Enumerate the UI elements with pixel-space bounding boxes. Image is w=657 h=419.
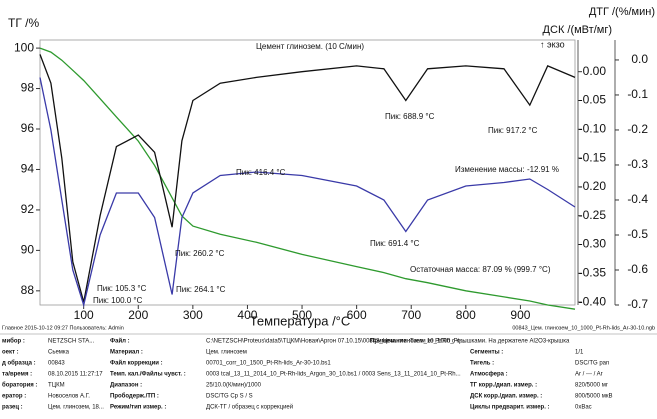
- x-tick-label: 700: [401, 308, 421, 322]
- y2-tick-label: -0.35: [579, 265, 607, 279]
- table-label: Прободерж./ТП :: [110, 393, 159, 400]
- y-tick-label: 96: [21, 121, 35, 135]
- x-tick-label: 800: [456, 308, 476, 322]
- annotation: Пик: 105.3 °C: [97, 284, 147, 293]
- table-label: Темп. кал./Файлы чувст. :: [110, 371, 186, 378]
- y2-tick-label: -0.10: [579, 121, 607, 135]
- table-label: мибор :: [2, 338, 25, 345]
- x-tick-label: 400: [237, 308, 257, 322]
- x-axis-title: Температура /°C: [250, 313, 351, 328]
- series-line: [39, 54, 576, 303]
- table-value: DSC/TG pan: [575, 361, 609, 367]
- table-label: ТГ корр./диап. измер. :: [470, 383, 537, 389]
- table-label: ДСК корр./диап. измер. :: [470, 394, 542, 400]
- x-tick-label: 500: [292, 308, 312, 322]
- annotation: Пик: 688.9 °C: [385, 112, 435, 121]
- table-value: 1/1: [575, 350, 584, 356]
- table-label: ератор :: [2, 394, 26, 400]
- y-tick-label: 100: [14, 40, 34, 54]
- table-value: 25/10.0(К/мин)/1000: [206, 383, 262, 389]
- y3-tick-label: -0.1: [627, 87, 648, 101]
- y3-tick-label: -0.7: [627, 297, 648, 311]
- table-value: 0xBac: [575, 405, 592, 411]
- table-label: Тигель :: [470, 361, 494, 367]
- series-line: [39, 47, 576, 310]
- table-value: Новоселов А.Г.: [48, 394, 90, 400]
- table-value: ТЦКМ: [48, 383, 65, 389]
- y-axis-title: ТГ /%: [8, 16, 39, 30]
- y3-axis-title: ДТГ /(%/мин): [589, 6, 655, 18]
- annotation: Остаточная масса: 87.09 % (999.7 °C): [410, 265, 551, 274]
- table-label: та/время :: [2, 372, 32, 378]
- x-tick-label: 200: [128, 308, 148, 322]
- x-tick-label: 100: [74, 308, 94, 322]
- table-label: Режим/тип измер. :: [110, 405, 166, 411]
- table-label: Циклы предварит. измер. :: [470, 405, 550, 411]
- annotation: Изменение массы: -12.91 %: [455, 165, 559, 174]
- table-value: 800/5000 мкВ: [575, 394, 612, 400]
- table-value: DSC/TG Cp S / S: [206, 394, 253, 400]
- table-label: Файл :: [110, 338, 130, 345]
- x-tick-label: 600: [347, 308, 367, 322]
- y-tick-label: 92: [21, 202, 35, 216]
- exo-label: ↑ экзо: [540, 39, 565, 49]
- status-left: Главное 2015-10-12 09:27 Пользователь: A…: [2, 325, 124, 331]
- status-right: 00843_Цем. глинозем_10_1000_Pt-Rh-lids_A…: [512, 325, 655, 331]
- y3-tick-label: -0.6: [627, 262, 648, 276]
- annotation: Пик: 264.1 °C: [176, 285, 226, 294]
- table-label: Сегменты :: [470, 350, 503, 356]
- table-label: д образца :: [2, 360, 36, 367]
- y3-tick-label: 0.0: [631, 52, 648, 66]
- series-line: [39, 77, 576, 308]
- y2-tick-label: -0.25: [579, 208, 607, 222]
- table-label: разец :: [2, 405, 23, 411]
- annotation: Пик: 917.2 °C: [488, 126, 538, 135]
- table-label: Материал :: [110, 350, 143, 356]
- table-value: 0003 tcal_13_11_2014_10_Pt-Rh-lids_Argon…: [206, 372, 461, 378]
- table-label: Примечание :: [370, 339, 410, 345]
- y3-tick-label: -0.4: [627, 192, 648, 206]
- y2-tick-label: 0.00: [583, 64, 607, 78]
- table-label: оект :: [2, 350, 19, 356]
- y2-tick-label: -0.15: [579, 150, 607, 164]
- table-label: Файл коррекции :: [110, 360, 163, 367]
- y-tick-label: 94: [21, 162, 35, 176]
- y-tick-label: 98: [21, 81, 35, 95]
- table-value: ДСК-ТГ / образец с коррекцией: [206, 404, 293, 411]
- table-value: Ar / --- / Ar: [575, 372, 603, 378]
- y2-tick-label: -0.05: [579, 93, 607, 107]
- annotation: Пик: 260.2 °C: [175, 249, 225, 258]
- annotation: Пик: 691.4 °C: [370, 239, 420, 248]
- table-value: C:\NETZSCH\Proteus\data5\ТЦКМ\Новая\Арго…: [206, 339, 467, 345]
- y2-axis-title: ДСК /(мВт/мг): [543, 24, 612, 36]
- y3-tick-label: -0.3: [627, 157, 648, 171]
- y2-tick-label: -0.40: [579, 294, 607, 308]
- x-tick-label: 900: [510, 308, 530, 322]
- y2-tick-label: -0.20: [579, 179, 607, 193]
- chart-title: Цемент глинозем. (10 С/мин): [256, 42, 364, 51]
- y2-tick-label: -0.30: [579, 237, 607, 251]
- y3-tick-label: -0.5: [627, 227, 648, 241]
- table-value: Сьемка: [48, 350, 70, 356]
- table-value: 08.10.2015 11:27:17: [48, 372, 103, 378]
- table-value: 00843: [48, 361, 65, 367]
- table-label: боратория :: [2, 382, 37, 389]
- x-tick-label: 300: [183, 308, 203, 322]
- table-value: Цем. глинозем, 18...: [48, 405, 104, 411]
- annotation: Пик: 416.4 °C: [236, 168, 286, 177]
- annotation: Пик: 100.0 °C: [93, 296, 143, 305]
- y3-tick-label: -0.2: [627, 122, 648, 136]
- table-value: NETZSCH STA...: [48, 339, 95, 345]
- table-value: 820/5000 мг: [575, 383, 609, 389]
- y-tick-label: 88: [21, 283, 35, 297]
- table-label: Атмосфера :: [470, 371, 508, 378]
- plot-frame: [39, 39, 576, 306]
- table-value: Цем. глинозем: [206, 350, 247, 356]
- table-value: Тигли из Pt/Rh с крышками. На держателе …: [410, 339, 570, 345]
- y-tick-label: 90: [21, 243, 35, 257]
- table-label: Диапазон :: [110, 383, 142, 389]
- table-value: 00701_corr_10_1500_Pt-Rh-lids_Ar-30-10.b…: [206, 361, 331, 367]
